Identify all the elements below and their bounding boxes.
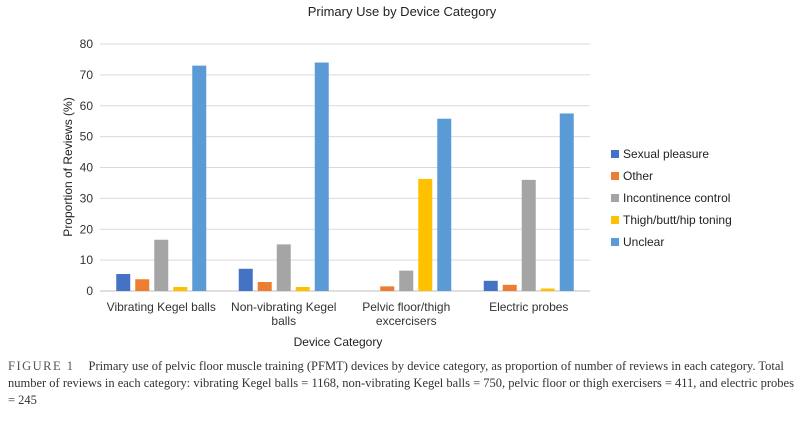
bar [399, 270, 414, 291]
bar [135, 279, 150, 291]
x-axis-label: Device Category [294, 335, 383, 349]
bars [116, 62, 574, 292]
bar [276, 244, 291, 291]
x-axis-ticks: Vibrating Kegel balls Non-vibrating Kegel… [107, 300, 569, 328]
y-tick-label: 20 [80, 222, 94, 236]
figure-label: FIGURE 1 [8, 359, 75, 373]
bar [116, 274, 131, 291]
y-tick-label: 40 [80, 161, 94, 175]
legend-label: Thigh/butt/hip toning [623, 213, 732, 227]
y-axis-ticks: 0 10 20 30 40 50 60 70 80 [80, 37, 94, 298]
figure-caption-text: Primary use of pelvic floor muscle train… [8, 359, 794, 407]
x-tick-label: Electric probes [489, 300, 568, 314]
bar [173, 286, 188, 291]
bar [521, 179, 536, 291]
y-tick-label: 30 [80, 191, 94, 205]
bar [483, 280, 498, 291]
legend-swatch [611, 216, 619, 224]
bar-chart: Primary Use by Device Category 0 10 20 30 40… [61, 4, 732, 349]
x-tick-label: balls [271, 314, 296, 328]
legend-label: Other [623, 169, 653, 183]
x-tick-label: Non-vibrating Kegel [231, 300, 336, 314]
bar [238, 268, 253, 291]
x-tick-label: excercisers [376, 314, 437, 328]
bar [314, 62, 329, 292]
bar [437, 118, 452, 291]
bar [257, 282, 272, 291]
y-axis-label: Proportion of Reviews (%) [61, 97, 75, 236]
y-tick-label: 80 [80, 37, 94, 51]
chart-title: Primary Use by Device Category [308, 4, 497, 19]
y-tick-label: 10 [80, 253, 94, 267]
legend-swatch [611, 194, 619, 202]
y-tick-label: 60 [80, 99, 94, 113]
legend-swatch [611, 150, 619, 158]
bar [540, 288, 555, 291]
legend: Sexual pleasure Other Incontinence control… [611, 147, 732, 249]
bar [380, 286, 395, 291]
y-tick-label: 50 [80, 130, 94, 144]
legend-label: Incontinence control [623, 191, 730, 205]
legend-swatch [611, 172, 619, 180]
bar [154, 239, 169, 291]
y-tick-label: 70 [80, 68, 94, 82]
y-tick-label: 0 [86, 284, 93, 298]
gridlines [100, 43, 590, 292]
bar [418, 178, 433, 291]
legend-label: Sexual pleasure [623, 147, 709, 161]
bar [192, 65, 207, 291]
legend-label: Unclear [623, 235, 664, 249]
x-tick-label: Pelvic floor/thigh [362, 300, 450, 314]
legend-swatch [611, 238, 619, 246]
x-tick-label: Vibrating Kegel balls [107, 300, 216, 314]
figure-caption: FIGURE 1 Primary use of pelvic floor musc… [8, 358, 794, 409]
bar [502, 284, 517, 291]
bar [559, 113, 574, 291]
bar [295, 286, 310, 291]
